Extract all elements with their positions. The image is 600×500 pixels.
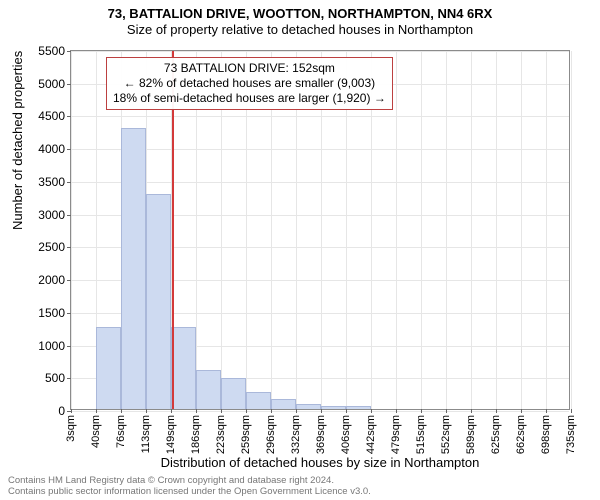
xtick-label: 552sqm [440,415,452,454]
histogram-bar [296,404,321,409]
xtick-mark [71,409,72,413]
xtick-label: 186sqm [190,415,202,454]
xtick-mark [446,409,447,413]
gridline-vertical [546,51,547,409]
xtick-mark [171,409,172,413]
xtick-mark [221,409,222,413]
xtick-label: 406sqm [340,415,352,454]
xtick-label: 149sqm [165,415,177,454]
xtick-mark [496,409,497,413]
annotation-row: 18% of semi-detached houses are larger (… [113,91,386,106]
annotation-box: 73 BATTALION DRIVE: 152sqm← 82% of detac… [106,57,393,110]
gridline-vertical [396,51,397,409]
gridline-vertical [496,51,497,409]
xtick-label: 698sqm [540,415,552,454]
histogram-bar [346,406,371,409]
xtick-mark [296,409,297,413]
histogram-bar [221,378,246,409]
plot-area: 0500100015002000250030003500400045005000… [70,50,570,410]
xtick-label: 332sqm [290,415,302,454]
ytick-label: 500 [45,371,65,385]
ytick-label: 2500 [38,240,65,254]
xtick-mark [471,409,472,413]
gridline-vertical [71,51,72,409]
xtick-mark [571,409,572,413]
xtick-label: 589sqm [465,415,477,454]
ytick-label: 3000 [38,208,65,222]
chart-title: 73, BATTALION DRIVE, WOOTTON, NORTHAMPTO… [0,0,600,21]
gridline-vertical [571,51,572,409]
ytick-label: 5000 [38,77,65,91]
ytick-label: 0 [58,404,65,418]
ytick-label: 1500 [38,306,65,320]
xtick-label: 442sqm [365,415,377,454]
xtick-mark [246,409,247,413]
histogram-bar [271,399,296,409]
xtick-mark [371,409,372,413]
ytick-label: 2000 [38,273,65,287]
xtick-label: 76sqm [115,415,127,448]
xtick-label: 3sqm [65,415,77,442]
ytick-label: 1000 [38,339,65,353]
ytick-label: 4000 [38,142,65,156]
xtick-label: 259sqm [240,415,252,454]
xtick-label: 662sqm [515,415,527,454]
histogram-bar [121,128,146,409]
xtick-mark [146,409,147,413]
chart-container: 73, BATTALION DRIVE, WOOTTON, NORTHAMPTO… [0,0,600,500]
attribution-footer: Contains HM Land Registry data © Crown c… [8,476,371,498]
xtick-mark [346,409,347,413]
xtick-mark [271,409,272,413]
xtick-label: 296sqm [265,415,277,454]
chart-subtitle: Size of property relative to detached ho… [0,21,600,37]
xtick-label: 223sqm [215,415,227,454]
annotation-row: ← 82% of detached houses are smaller (9,… [113,76,386,91]
histogram-bar [321,406,346,409]
xtick-label: 369sqm [315,415,327,454]
xtick-mark [546,409,547,413]
footer-line-2: Contains public sector information licen… [8,487,371,498]
histogram-bar [196,370,221,409]
xtick-mark [196,409,197,413]
histogram-bar [171,327,196,409]
histogram-bar [146,194,171,409]
xtick-mark [396,409,397,413]
xtick-mark [121,409,122,413]
gridline-vertical [471,51,472,409]
gridline-vertical [446,51,447,409]
xtick-label: 479sqm [390,415,402,454]
xtick-mark [321,409,322,413]
annotation-row: 73 BATTALION DRIVE: 152sqm [113,61,386,76]
histogram-bar [246,392,271,409]
xtick-label: 735sqm [565,415,577,454]
ytick-label: 4500 [38,109,65,123]
y-axis-label: Number of detached properties [10,51,25,230]
histogram-bar [96,327,121,409]
x-axis-label: Distribution of detached houses by size … [70,455,570,470]
xtick-mark [521,409,522,413]
gridline-vertical [421,51,422,409]
ytick-label: 3500 [38,175,65,189]
ytick-label: 5500 [38,44,65,58]
gridline-vertical [521,51,522,409]
xtick-label: 625sqm [490,415,502,454]
xtick-label: 113sqm [140,415,152,453]
xtick-mark [96,409,97,413]
xtick-label: 40sqm [90,415,102,448]
xtick-mark [421,409,422,413]
xtick-label: 515sqm [415,415,427,454]
